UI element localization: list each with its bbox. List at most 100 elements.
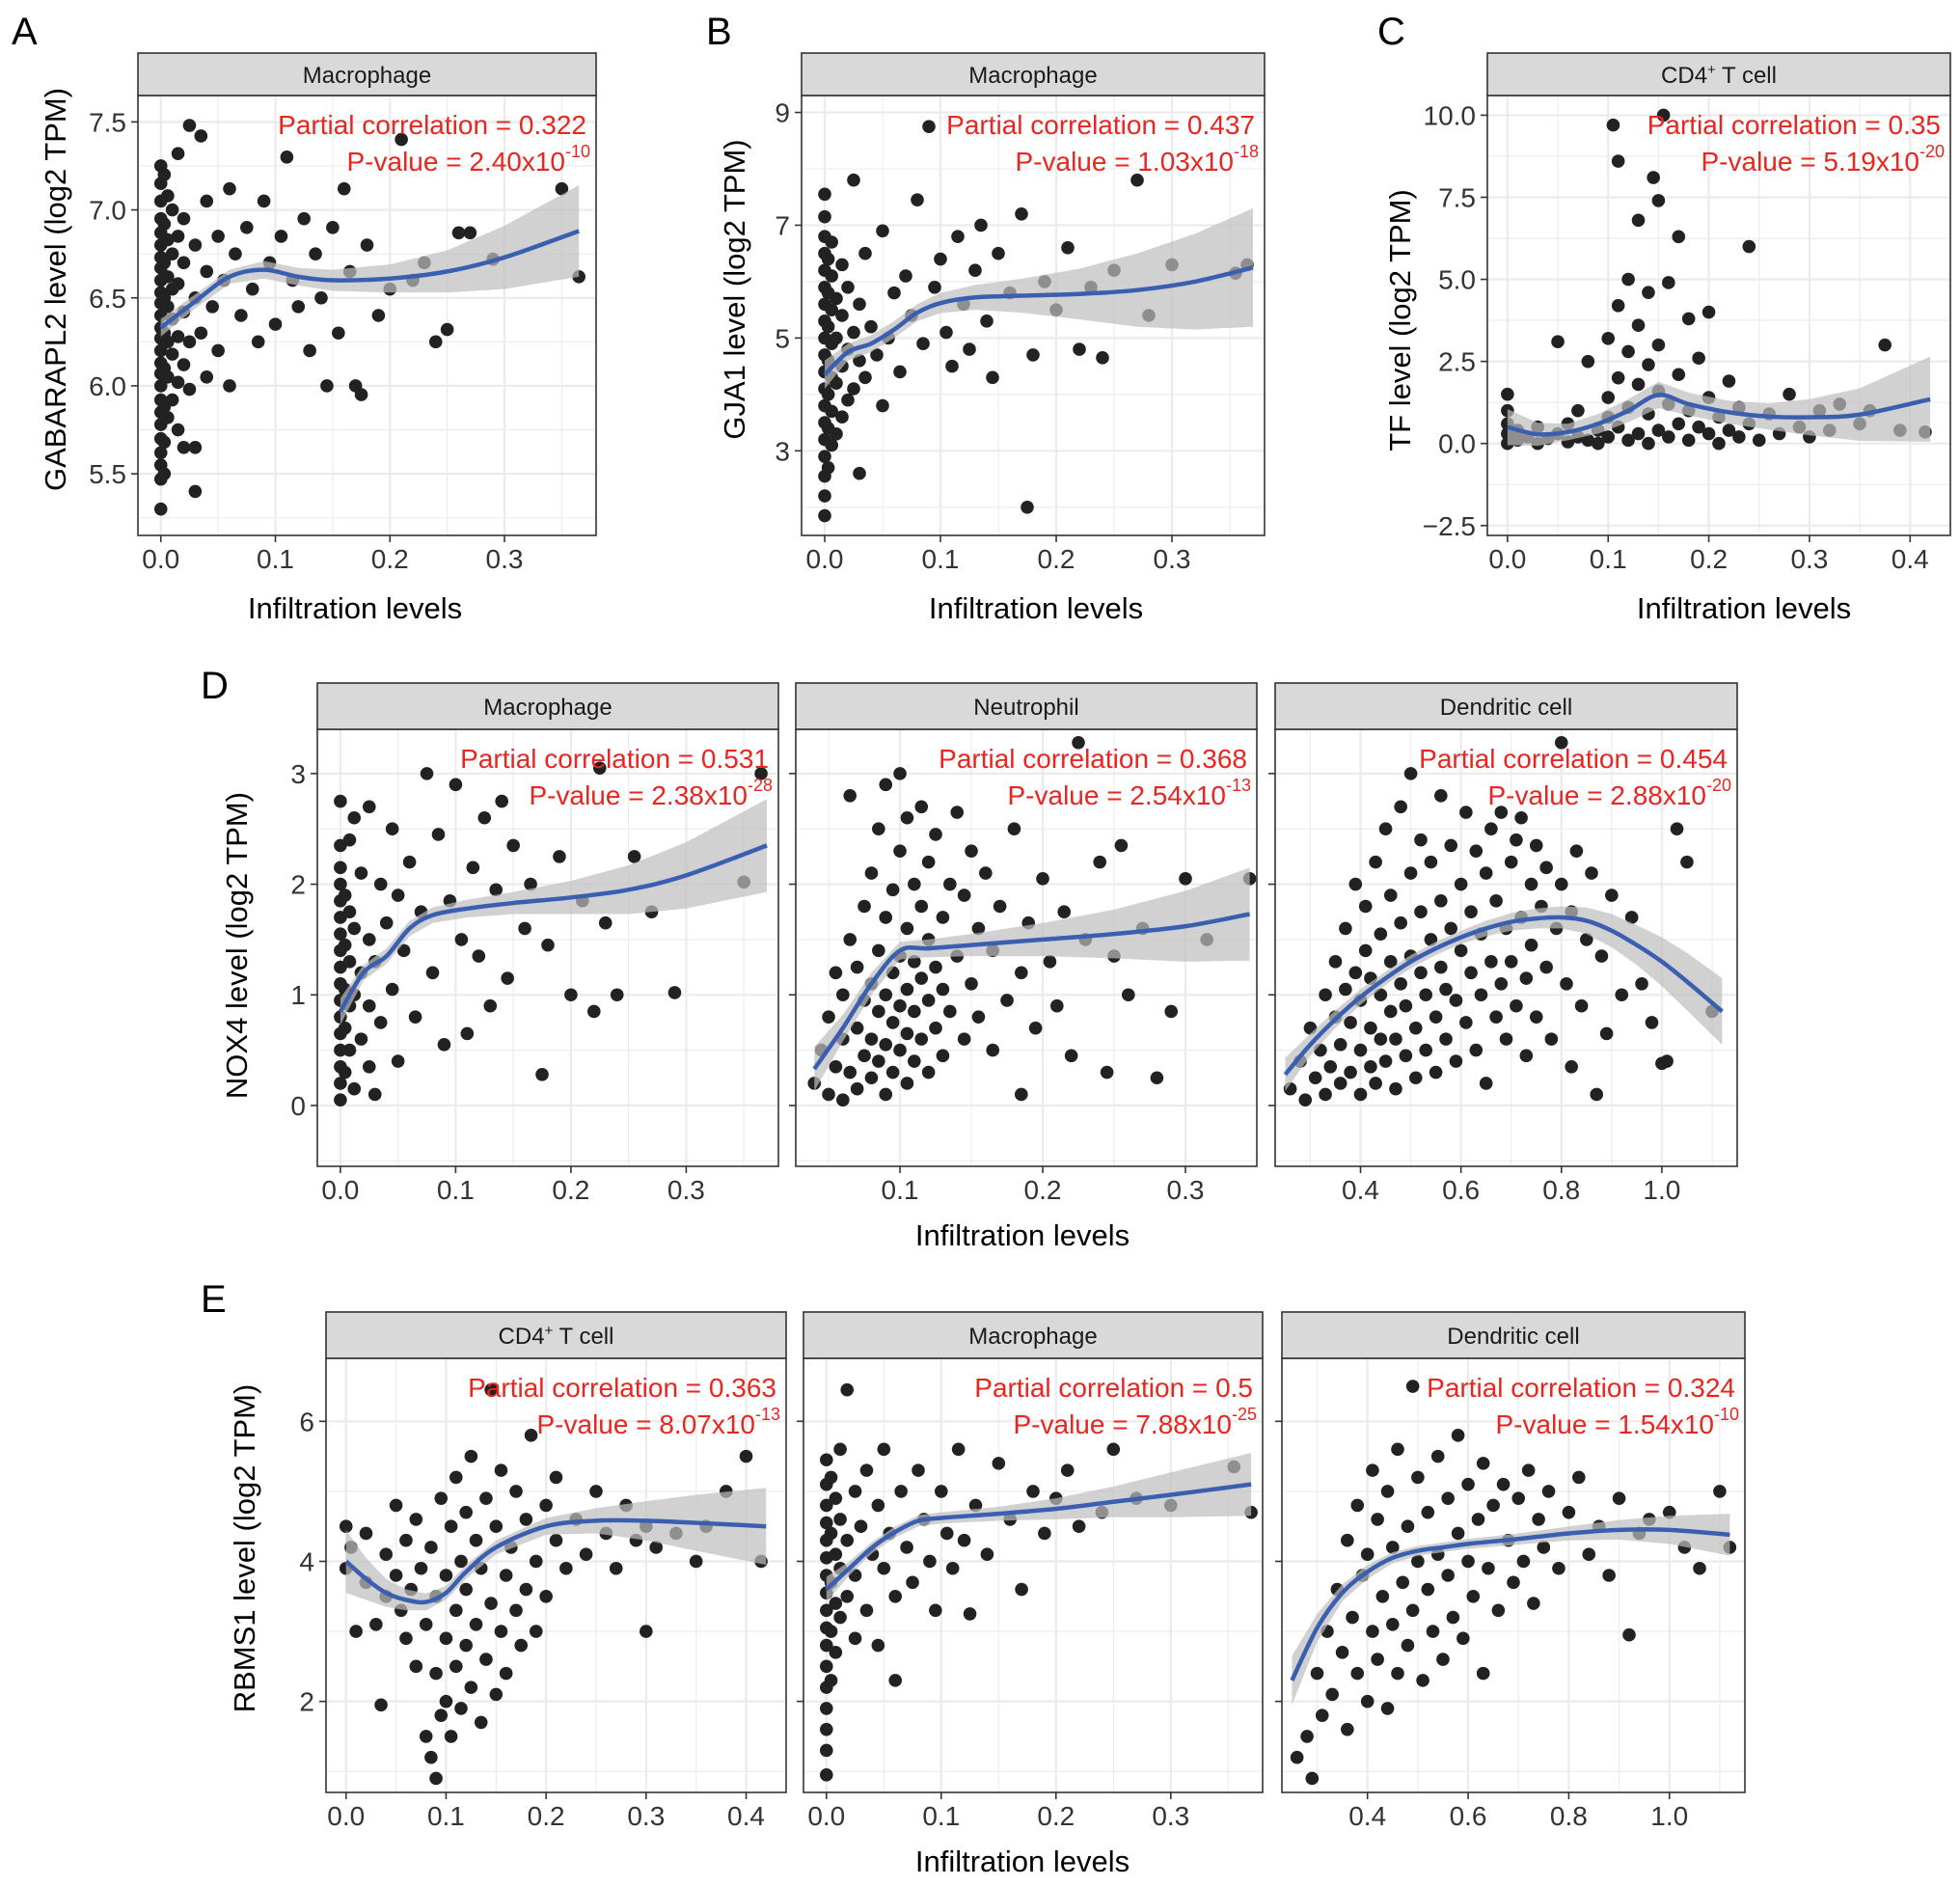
data-point — [1496, 1477, 1511, 1491]
data-point — [1449, 1054, 1463, 1068]
data-point — [893, 365, 907, 379]
data-point — [957, 888, 971, 902]
data-point — [914, 971, 929, 985]
data-point — [876, 224, 889, 238]
y-tick-label: 4 — [299, 1546, 314, 1576]
y-tick-label: 10.0 — [1424, 100, 1477, 130]
data-point — [326, 221, 340, 234]
data-point — [900, 921, 914, 936]
x-tick-label: 0.3 — [627, 1801, 665, 1831]
y-tick-label: 7 — [775, 210, 790, 240]
data-point — [334, 1093, 347, 1107]
data-point — [439, 1694, 453, 1708]
strip-label-sup: + — [1707, 62, 1716, 78]
x-tick-label: 0.3 — [1152, 1801, 1189, 1831]
data-point — [420, 767, 434, 780]
data-point — [389, 1498, 403, 1513]
x-axis-title-e: Infiltration levels — [915, 1845, 1130, 1878]
data-point — [872, 943, 885, 958]
partial-correlation-label: Partial correlation = 0.437 — [946, 110, 1255, 140]
data-point — [980, 1547, 994, 1562]
strip-c — [1486, 52, 1951, 96]
data-point — [409, 1513, 423, 1526]
data-point — [1466, 1589, 1481, 1603]
data-point — [1000, 994, 1014, 1007]
p-value-exponent: -10 — [1714, 1405, 1739, 1424]
data-point — [1464, 966, 1478, 980]
data-point — [439, 1569, 453, 1582]
data-point — [161, 370, 175, 384]
data-point — [1353, 1087, 1368, 1102]
y-tick-label: 2.5 — [1438, 347, 1476, 377]
data-point — [428, 335, 443, 349]
data-point — [549, 1533, 563, 1547]
data-point — [1499, 1032, 1513, 1046]
data-point — [1601, 332, 1616, 345]
strip-d1 — [316, 682, 779, 730]
data-point — [161, 270, 175, 284]
data-point — [1482, 1561, 1495, 1575]
data-point — [992, 246, 1005, 260]
data-point — [1383, 1004, 1398, 1019]
data-point — [188, 441, 203, 454]
data-point — [495, 794, 508, 808]
data-point — [841, 280, 855, 294]
data-point — [893, 998, 907, 1013]
data-point — [153, 446, 168, 460]
data-point — [1015, 206, 1028, 221]
data-point — [923, 1554, 937, 1569]
data-point — [1290, 1750, 1304, 1764]
data-point — [1451, 1429, 1465, 1442]
data-point — [234, 309, 248, 322]
data-point — [1015, 966, 1028, 980]
data-point — [1722, 424, 1736, 437]
data-point — [1064, 1049, 1078, 1063]
data-point — [291, 300, 306, 314]
data-point — [157, 435, 172, 450]
data-point — [934, 252, 947, 266]
data-point — [519, 1513, 533, 1526]
data-point — [157, 168, 172, 181]
data-point — [829, 966, 843, 980]
data-point — [829, 1547, 843, 1562]
data-point — [836, 1093, 850, 1107]
data-point — [951, 1442, 966, 1457]
partial-correlation-label: Partial correlation = 0.531 — [460, 744, 769, 774]
confidence-ribbon — [826, 1452, 1252, 1602]
data-point — [454, 933, 469, 946]
data-point — [354, 866, 368, 880]
y-tick-label: 7.5 — [1438, 182, 1476, 212]
data-point — [1403, 767, 1418, 780]
x-tick-label: 0.2 — [528, 1801, 565, 1831]
data-point — [1405, 1603, 1420, 1618]
data-point — [157, 217, 172, 231]
data-point — [1742, 239, 1756, 254]
data-point — [1529, 1010, 1543, 1024]
data-point — [1038, 1526, 1051, 1541]
data-point — [369, 1618, 383, 1631]
data-point — [1414, 966, 1428, 980]
smooth-line — [1283, 915, 1724, 1077]
data-point — [449, 1603, 463, 1618]
data-point — [825, 269, 838, 283]
data-point — [1021, 500, 1034, 514]
data-point — [1642, 286, 1655, 299]
x-axis-title-c: Infiltration levels — [1637, 591, 1851, 625]
data-point — [1574, 998, 1589, 1013]
data-point — [859, 1463, 874, 1477]
data-point — [1519, 971, 1534, 985]
data-point — [1701, 426, 1716, 441]
data-point — [820, 1638, 833, 1653]
data-point — [1380, 1702, 1395, 1715]
data-point — [1411, 1554, 1425, 1569]
p-value-label: P-value = 7.88x10 — [1014, 1409, 1233, 1439]
data-point — [157, 256, 172, 270]
p-value-label: P-value = 2.38x10 — [530, 780, 749, 810]
data-point — [986, 1043, 1000, 1057]
data-point — [1374, 1032, 1388, 1046]
data-point — [1350, 1666, 1365, 1681]
data-point — [489, 883, 504, 897]
data-point — [1344, 1016, 1357, 1029]
data-point — [739, 1449, 753, 1463]
y-tick-label: 1 — [290, 980, 306, 1010]
